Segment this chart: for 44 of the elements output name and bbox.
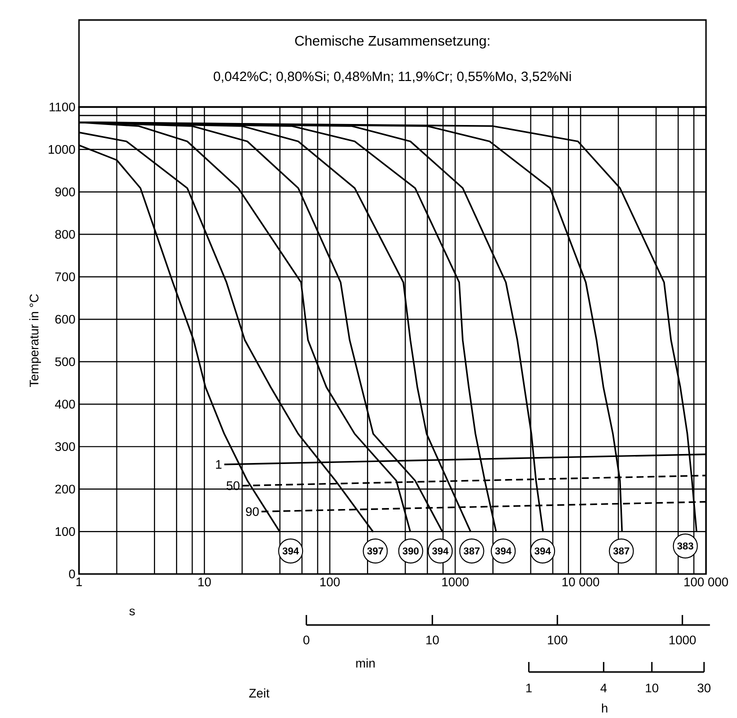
text: 1 [526,684,532,692]
text: 100 [548,636,568,644]
y-tick-label: 200 [55,484,75,494]
annotation: 394 [282,547,299,555]
annotation: 394 [432,547,448,555]
text: 30 [698,684,710,692]
text: 1000 [669,636,696,644]
y-tick-label: 400 [54,400,75,409]
y-tick-label: 600 [55,314,75,324]
y-tick-label: 100 [56,527,75,536]
text: 10 [426,636,439,644]
x-axis-title: s [129,608,135,616]
x-tick-label: 100 000 [684,578,728,586]
y-tick-label: 1000 [48,145,75,154]
y-tick-label: 800 [55,230,75,239]
text: h [602,703,608,713]
x-tick-label: 1 [76,578,82,586]
y-tick-label: 1100 [50,102,75,112]
annotation: 394 [495,547,512,555]
text: Zeit [249,688,270,698]
annotation: 390 [402,547,419,555]
annotation: 397 [367,547,384,555]
text: min [356,658,375,668]
x-tick-label: 100 [320,578,340,586]
y-tick-label: 300 [55,442,75,452]
y-axis-title: Temperatur in °C [29,294,41,387]
y-tick-label: 500 [55,357,75,366]
y-tick-label: 0 [69,570,75,578]
annotation: 387 [613,547,630,555]
x-tick-label: 10 [198,578,211,586]
x-tick-label: 10 000 [562,578,600,586]
x-tick-label: 1000 [442,578,469,586]
chart-subtitle: 0,042%C; 0,80%Si; 0,48%Mn; 11,9%Cr; 0,55%Mo, 3,52%Ni [214,71,571,83]
annotation: 383 [677,542,694,550]
y-tick-label: 700 [55,272,75,282]
text: 4 [600,684,607,692]
text: 10 [646,684,658,692]
series-label: 90 [246,507,259,516]
series-label: 1 [216,460,222,469]
annotation: 394 [534,547,551,555]
y-tick-label: 900 [55,188,75,196]
chart-title: Chemische Zusammensetzung: [295,35,490,48]
annotation: 387 [464,547,480,555]
text: 0 [303,636,310,644]
